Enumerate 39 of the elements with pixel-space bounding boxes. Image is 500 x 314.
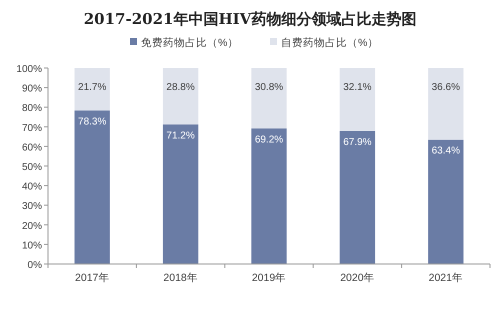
y-tick-label: 80% [22, 103, 42, 114]
bar [74, 68, 110, 111]
bar [428, 140, 464, 264]
x-tick-label: 2017年 [75, 272, 110, 284]
bar [340, 68, 376, 131]
bar [251, 128, 287, 264]
bar [162, 124, 198, 264]
y-tick-label: 100% [16, 64, 42, 75]
y-tick-label: 70% [22, 122, 42, 134]
data-label: 69.2% [254, 134, 284, 146]
data-label: 71.2% [166, 130, 195, 142]
legend-label: 免费药物占比（%） [141, 36, 238, 49]
bar [340, 130, 376, 264]
bar [74, 110, 110, 264]
data-label: 36.6% [432, 82, 460, 93]
data-label: 63.4% [432, 146, 460, 157]
y-tick-label: 20% [22, 220, 42, 232]
bar [428, 68, 464, 140]
data-label: 32.1% [343, 82, 372, 93]
x-tick-label: 2020年 [340, 272, 375, 284]
bar [251, 68, 287, 128]
data-label: 30.8% [254, 82, 284, 93]
data-label: 21.7% [78, 82, 106, 93]
data-label: 67.9% [343, 136, 372, 148]
x-tick-label: 2018年 [163, 272, 198, 284]
chart-title: 2017-2021年中国HIV药物细分领域占比走势图 [84, 10, 416, 28]
x-tick-label: 2021年 [428, 272, 463, 284]
legend-label: 自费药物占比（%） [281, 36, 378, 49]
y-tick-label: 50% [22, 162, 42, 173]
data-label: 28.8% [166, 82, 195, 93]
y-tick-label: 0% [28, 260, 42, 271]
y-tick-label: 30% [22, 201, 42, 212]
y-tick-label: 40% [22, 182, 42, 193]
data-label: 78.3% [78, 116, 106, 128]
y-tick-label: 60% [22, 142, 42, 154]
x-tick-label: 2019年 [252, 272, 286, 284]
bar [162, 68, 198, 124]
y-tick-label: 90% [22, 84, 42, 95]
y-tick-label: 10% [22, 240, 42, 252]
